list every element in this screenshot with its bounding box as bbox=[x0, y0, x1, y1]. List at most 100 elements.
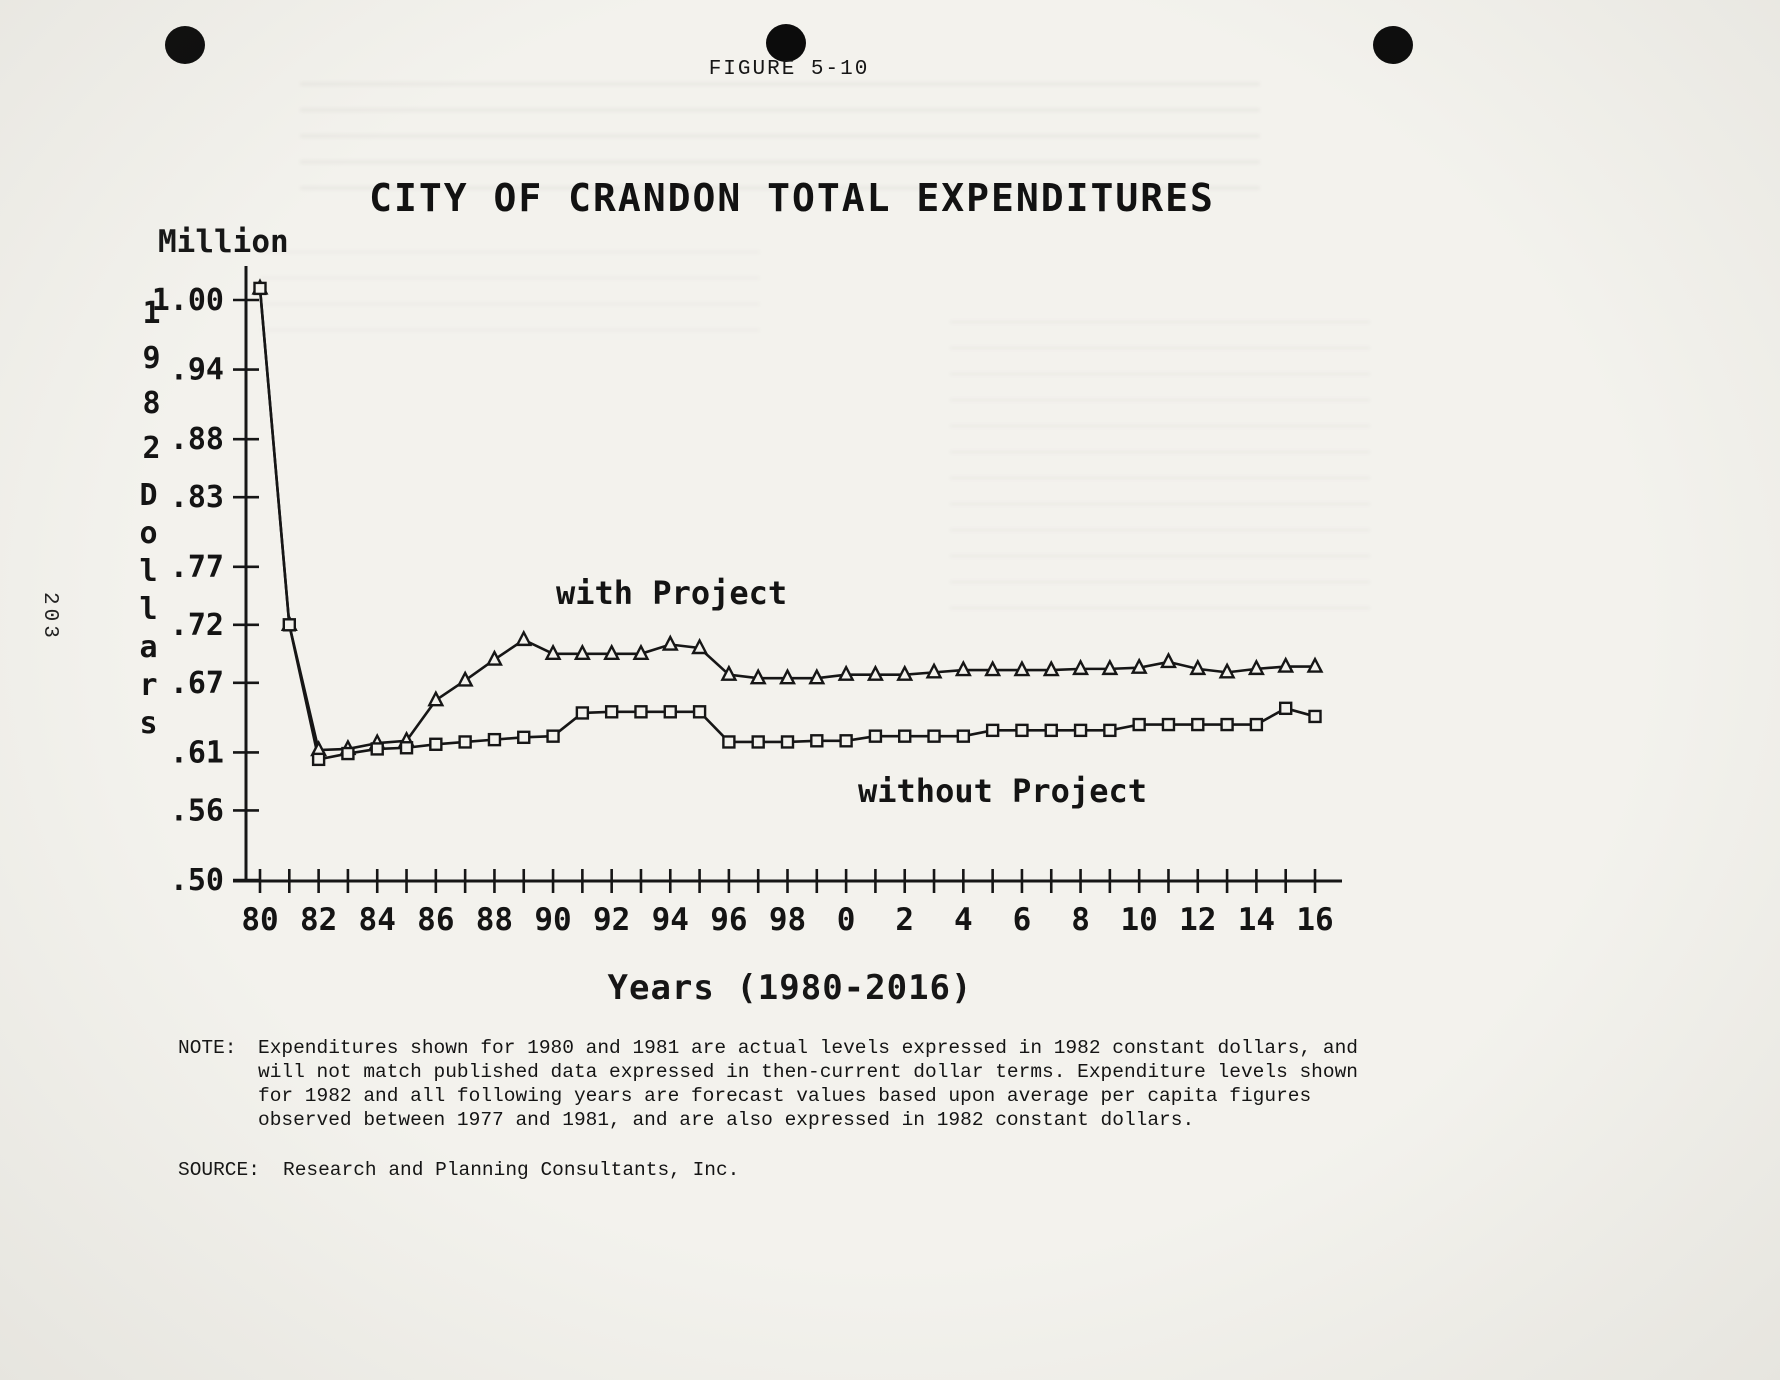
x-tick-label: 4 bbox=[954, 902, 973, 938]
y-tick-label: .67 bbox=[170, 666, 224, 701]
marker-square bbox=[810, 734, 824, 748]
punch-hole-right bbox=[1373, 26, 1413, 64]
marker-triangle bbox=[808, 668, 826, 685]
marker-square bbox=[898, 729, 912, 743]
marker-square bbox=[1161, 717, 1176, 732]
marker-triangle bbox=[779, 668, 796, 685]
marker-square bbox=[487, 732, 502, 747]
marker-triangle bbox=[1159, 651, 1177, 669]
x-tick-label: 94 bbox=[652, 902, 689, 938]
marker-square bbox=[1103, 723, 1117, 738]
x-tick-label: 8 bbox=[1071, 902, 1090, 938]
x-tick-label: 84 bbox=[359, 902, 396, 938]
marker-square bbox=[341, 746, 355, 761]
y-axis-label-dollars: Dollars bbox=[131, 478, 166, 744]
marker-triangle bbox=[896, 664, 914, 681]
figure-label: FIGURE 5-10 bbox=[708, 58, 870, 81]
legend-without-project: without Project bbox=[858, 772, 1147, 810]
punch-hole-center bbox=[766, 24, 806, 62]
y-tick-label: .77 bbox=[170, 550, 224, 585]
marker-triangle bbox=[661, 634, 679, 651]
marker-triangle bbox=[1218, 662, 1236, 679]
source-text: Research and Planning Consultants, Inc. bbox=[283, 1159, 740, 1181]
marker-square bbox=[692, 705, 707, 719]
x-axis-title: Years (1980-2016) bbox=[607, 968, 973, 1008]
marker-square bbox=[1308, 709, 1322, 724]
marker-triangle bbox=[1101, 658, 1119, 676]
marker-square bbox=[1249, 717, 1264, 732]
y-tick-label: 1.00 bbox=[152, 283, 224, 318]
y-tick-label: .61 bbox=[170, 735, 224, 770]
series-line-without-project bbox=[258, 288, 1316, 761]
marker-triangle bbox=[632, 643, 650, 660]
marker-triangle bbox=[1189, 658, 1207, 676]
marker-square bbox=[253, 281, 267, 296]
marker-square bbox=[1015, 723, 1029, 738]
marker-square bbox=[575, 706, 590, 720]
page-number: 203 bbox=[38, 592, 61, 642]
x-tick-label: 98 bbox=[769, 902, 806, 938]
marker-square bbox=[1191, 717, 1205, 732]
marker-triangle bbox=[515, 629, 533, 647]
x-tick-label: 86 bbox=[417, 902, 454, 938]
y-tick-label: .56 bbox=[170, 793, 224, 828]
note-text: Expenditures shown for 1980 and 1981 are… bbox=[258, 1037, 1358, 1131]
marker-square bbox=[663, 705, 677, 719]
legend-with-project: with Project bbox=[556, 574, 787, 612]
marker-square bbox=[1278, 701, 1293, 716]
y-axis-unit-label: Million bbox=[158, 224, 289, 260]
marker-triangle bbox=[984, 659, 1002, 677]
marker-square bbox=[780, 735, 795, 749]
marker-triangle bbox=[456, 670, 474, 687]
x-tick-label: 82 bbox=[300, 902, 337, 938]
x-tick-label: 0 bbox=[837, 902, 856, 938]
marker-triangle bbox=[427, 690, 445, 707]
marker-triangle bbox=[837, 664, 855, 681]
marker-triangle bbox=[1013, 659, 1031, 677]
marker-square bbox=[282, 618, 297, 632]
x-tick-label: 80 bbox=[241, 902, 278, 938]
note-label: NOTE: bbox=[178, 1037, 237, 1059]
marker-square bbox=[517, 730, 531, 745]
marker-square bbox=[839, 734, 853, 748]
y-tick-label: .83 bbox=[170, 480, 224, 515]
chart-title: CITY OF CRANDON TOTAL EXPENDITURES bbox=[369, 176, 1215, 220]
note-block: NOTE: Expenditures shown for 1980 and 19… bbox=[178, 1036, 1368, 1132]
marker-triangle bbox=[1130, 657, 1148, 674]
marker-triangle bbox=[1247, 658, 1265, 676]
marker-square bbox=[1132, 717, 1146, 732]
source-block: SOURCE: Research and Planning Consultant… bbox=[178, 1158, 1368, 1182]
x-tick-label: 6 bbox=[1013, 902, 1032, 938]
y-axis-label-1982: 1982 bbox=[134, 296, 169, 476]
marker-triangle bbox=[1277, 656, 1295, 673]
marker-triangle bbox=[691, 637, 709, 655]
marker-square bbox=[546, 729, 560, 743]
punch-hole-left bbox=[165, 26, 205, 64]
marker-triangle bbox=[1072, 658, 1090, 676]
x-tick-label: 90 bbox=[534, 902, 571, 938]
x-tick-label: 92 bbox=[593, 902, 630, 938]
marker-square bbox=[429, 737, 443, 751]
marker-square bbox=[399, 741, 414, 755]
marker-square bbox=[458, 735, 472, 749]
marker-square bbox=[927, 729, 941, 743]
marker-triangle bbox=[866, 664, 884, 681]
marker-triangle bbox=[573, 643, 591, 660]
x-tick-label: 12 bbox=[1179, 902, 1216, 938]
marker-square bbox=[722, 735, 736, 749]
marker-triangle bbox=[720, 664, 738, 681]
marker-square bbox=[1073, 723, 1088, 738]
x-tick-label: 88 bbox=[476, 902, 513, 938]
marker-triangle bbox=[544, 643, 562, 660]
source-label: SOURCE: bbox=[178, 1159, 260, 1181]
marker-square bbox=[311, 752, 326, 767]
marker-triangle bbox=[485, 649, 503, 666]
marker-triangle bbox=[749, 668, 767, 685]
x-tick-label: 16 bbox=[1296, 902, 1333, 938]
x-tick-label: 10 bbox=[1121, 902, 1158, 938]
marker-square bbox=[868, 729, 883, 743]
marker-triangle bbox=[1306, 656, 1324, 673]
marker-triangle bbox=[603, 643, 621, 660]
